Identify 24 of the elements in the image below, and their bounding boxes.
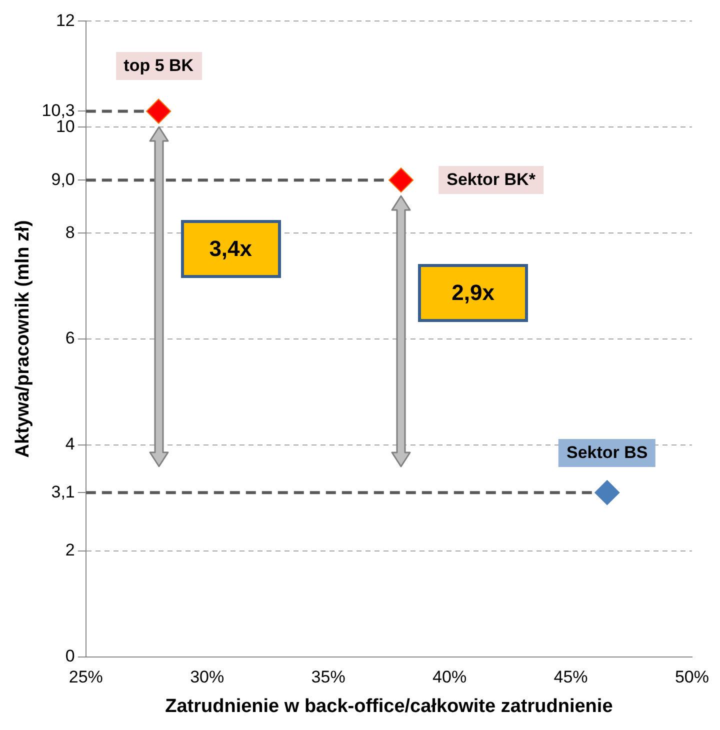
x-tick-label: 35% <box>311 668 346 687</box>
annotation: 3,4x <box>180 220 281 278</box>
y-tick-label: 12 <box>56 10 75 30</box>
x-tick-label: 30% <box>190 668 224 687</box>
x-axis-title: Zatrudnienie w back-office/całkowite zatrudnienie <box>165 696 613 717</box>
y-tick-label: 9,0 <box>51 170 75 189</box>
y-tick-label: 3,1 <box>51 482 75 502</box>
annotation: Sektor BK* <box>438 166 544 194</box>
y-tick-label: 0 <box>65 646 75 666</box>
annotation: Sektor BS <box>558 438 656 467</box>
x-tick-label: 50% <box>674 668 710 687</box>
x-tick-label: 45% <box>554 668 588 687</box>
annotation: top 5 BK <box>116 52 202 80</box>
y-tick-label: 2 <box>65 540 75 560</box>
annotation: 2,9x <box>418 264 528 322</box>
y-tick-label: 6 <box>65 328 75 348</box>
x-tick-label: 40% <box>432 668 467 687</box>
point <box>146 98 172 124</box>
point <box>388 168 414 193</box>
y-axis-title: Aktywa/pracownik (mln zł) <box>12 220 34 458</box>
y-tick-label: 4 <box>65 434 75 454</box>
y-tick-label: 8 <box>65 222 75 242</box>
x-tick-label: 25% <box>68 668 103 687</box>
point <box>594 480 620 506</box>
